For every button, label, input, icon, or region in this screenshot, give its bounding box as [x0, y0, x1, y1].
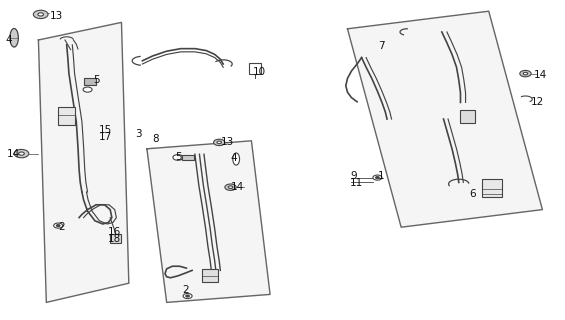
Bar: [58, 107, 75, 125]
Text: 5: 5: [93, 75, 100, 85]
Bar: [249, 63, 261, 74]
Bar: [110, 234, 121, 243]
Bar: [202, 269, 218, 282]
Circle shape: [228, 186, 233, 188]
Circle shape: [186, 295, 189, 297]
Text: 14: 14: [231, 182, 244, 192]
Text: 12: 12: [531, 97, 544, 108]
Circle shape: [33, 10, 48, 19]
Circle shape: [523, 72, 528, 75]
Text: 1: 1: [377, 171, 384, 181]
Text: 4: 4: [6, 35, 12, 45]
Bar: [84, 78, 96, 85]
Circle shape: [56, 225, 60, 227]
Text: 2: 2: [182, 284, 189, 295]
Text: 4: 4: [231, 153, 237, 164]
Bar: [482, 179, 502, 197]
Text: 5: 5: [175, 152, 182, 162]
Text: 11: 11: [350, 178, 363, 188]
Circle shape: [19, 152, 24, 155]
Circle shape: [520, 70, 531, 77]
Text: 13: 13: [220, 137, 233, 148]
Circle shape: [373, 175, 382, 180]
Text: 13: 13: [50, 11, 63, 21]
Text: 15: 15: [99, 124, 112, 135]
Polygon shape: [347, 11, 542, 227]
Ellipse shape: [233, 153, 240, 165]
Circle shape: [217, 141, 221, 144]
Circle shape: [183, 293, 192, 299]
Polygon shape: [147, 141, 270, 302]
Bar: [182, 155, 194, 160]
Circle shape: [225, 184, 236, 190]
Text: 3: 3: [136, 129, 142, 140]
Circle shape: [173, 155, 183, 160]
Text: 9: 9: [350, 171, 357, 181]
Text: 7: 7: [379, 41, 385, 52]
Text: 2: 2: [58, 222, 65, 232]
Text: 8: 8: [153, 134, 159, 144]
Circle shape: [38, 13, 44, 16]
Circle shape: [54, 223, 63, 228]
Text: 17: 17: [99, 132, 112, 142]
Text: 16: 16: [107, 227, 120, 237]
Ellipse shape: [10, 28, 18, 47]
Text: 10: 10: [253, 67, 266, 77]
Bar: [460, 110, 475, 123]
Text: 14: 14: [7, 148, 20, 159]
Circle shape: [376, 177, 379, 179]
Text: 18: 18: [107, 234, 120, 244]
Circle shape: [14, 149, 29, 158]
Circle shape: [83, 87, 92, 92]
Text: 6: 6: [469, 188, 476, 199]
Text: 14: 14: [534, 70, 547, 80]
Polygon shape: [38, 22, 129, 302]
Circle shape: [214, 139, 225, 146]
